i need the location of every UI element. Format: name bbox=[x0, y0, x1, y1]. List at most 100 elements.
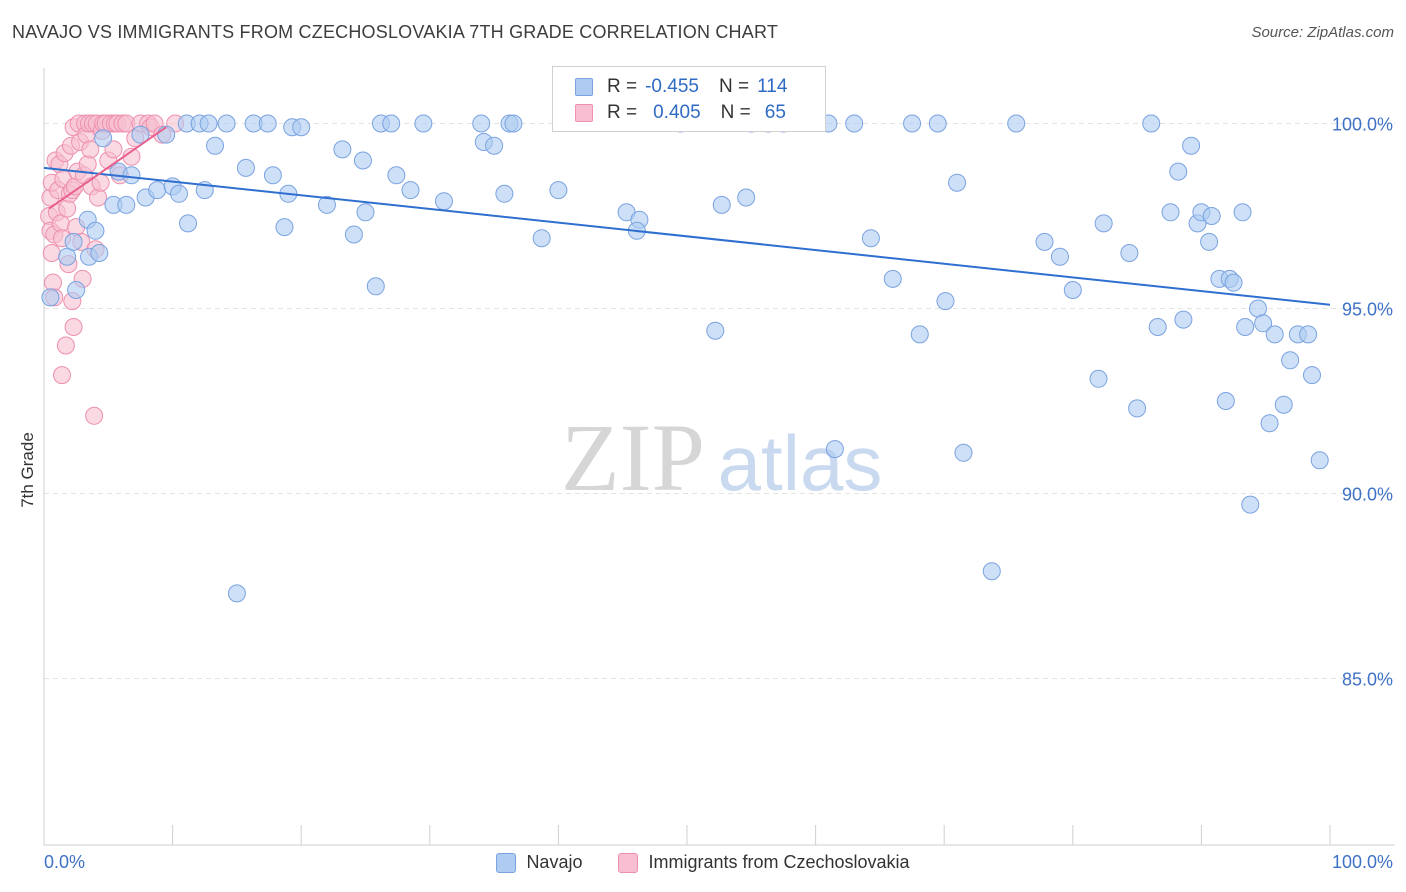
czech-point bbox=[64, 318, 83, 336]
navajo-point bbox=[1142, 114, 1161, 133]
navajo-point bbox=[122, 166, 141, 185]
navajo-point bbox=[532, 229, 551, 248]
navajo-point bbox=[1089, 369, 1108, 388]
navajo-point bbox=[1236, 318, 1255, 336]
navajo-point bbox=[131, 125, 150, 144]
navajo-point bbox=[179, 214, 198, 233]
navajo-point bbox=[90, 244, 109, 262]
navajo-point bbox=[414, 114, 433, 133]
navajo-point bbox=[344, 225, 363, 244]
legend-n-label: N = bbox=[718, 76, 750, 97]
navajo-point bbox=[401, 181, 420, 200]
navajo-point bbox=[387, 166, 406, 185]
y-tick-label: 85.0% bbox=[1342, 670, 1393, 690]
navajo-point bbox=[1233, 203, 1252, 222]
legend-label-navajo: Navajo bbox=[526, 852, 583, 872]
watermark-atlas: atlas bbox=[718, 419, 883, 507]
navajo-point bbox=[434, 192, 453, 211]
navajo-point bbox=[495, 184, 514, 203]
navajo-point bbox=[1274, 395, 1293, 414]
navajo-point bbox=[333, 140, 352, 159]
navajo-point bbox=[861, 229, 880, 248]
navajo-point bbox=[845, 114, 864, 133]
legend-item-czech[interactable]: Immigrants from Czechoslovakia bbox=[618, 852, 910, 873]
navajo-point bbox=[903, 114, 922, 133]
navajo-point bbox=[1094, 214, 1113, 233]
navajo-point bbox=[1281, 351, 1300, 370]
navajo-point bbox=[275, 218, 294, 237]
navajo-point bbox=[317, 195, 336, 214]
x-tick-label-max: 100.0% bbox=[1331, 852, 1393, 872]
navajo-point bbox=[504, 114, 523, 133]
navajo-point bbox=[948, 173, 967, 192]
navajo-point bbox=[825, 440, 844, 459]
navajo-point bbox=[1216, 392, 1235, 410]
navajo-point bbox=[64, 232, 83, 251]
navajo-point bbox=[1299, 325, 1318, 344]
navajo-point bbox=[58, 247, 77, 266]
series-legend: Navajo Immigrants from Czechoslovakia bbox=[0, 852, 1406, 873]
navajo-point bbox=[1161, 203, 1180, 222]
navajo-point bbox=[1265, 325, 1284, 344]
navajo-point bbox=[936, 292, 955, 311]
navajo-point bbox=[485, 136, 504, 155]
navajo-point bbox=[954, 443, 973, 462]
navajo-point bbox=[258, 114, 277, 133]
navajo-point bbox=[206, 136, 225, 155]
legend-r-value-navajo: -0.455 bbox=[645, 76, 699, 97]
legend-swatch-czech bbox=[618, 852, 639, 873]
czech-point bbox=[78, 155, 97, 174]
navajo-point bbox=[199, 114, 218, 133]
navajo-point bbox=[292, 118, 311, 137]
navajo-point bbox=[1063, 281, 1082, 299]
navajo-point bbox=[1241, 495, 1260, 514]
navajo-point bbox=[549, 181, 568, 200]
legend-label-czech: Immigrants from Czechoslovakia bbox=[648, 852, 910, 872]
y-tick-label: 90.0% bbox=[1342, 485, 1393, 505]
legend-item-navajo[interactable]: Navajo bbox=[496, 852, 582, 873]
czech-point bbox=[56, 336, 75, 355]
czech-point bbox=[81, 140, 100, 159]
legend-r-label: R = bbox=[607, 76, 638, 97]
navajo-point bbox=[148, 181, 167, 200]
navajo-point bbox=[1202, 207, 1221, 225]
x-tick-label-min: 0.0% bbox=[44, 852, 86, 872]
watermark-zip: ZIP bbox=[561, 404, 705, 511]
navajo-point bbox=[982, 562, 1001, 581]
y-tick-label: 100.0% bbox=[1332, 115, 1393, 135]
navajo-point bbox=[366, 277, 385, 296]
legend-swatch-navajo bbox=[575, 78, 593, 96]
trend-lines bbox=[43, 126, 1331, 306]
navajo-point bbox=[67, 281, 86, 299]
navajo-point bbox=[1120, 244, 1139, 262]
stats-legend: R = -0.455 N = 114 R = 0.405 N = 65 bbox=[552, 66, 826, 132]
navajo-point bbox=[236, 158, 255, 177]
navajo-point bbox=[1007, 114, 1026, 133]
legend-row-navajo: R = -0.455 N = 114 bbox=[575, 75, 787, 99]
navajo-point bbox=[910, 325, 929, 344]
navajo-point bbox=[227, 584, 246, 603]
series-navajo-points bbox=[41, 114, 1329, 603]
navajo-point bbox=[1128, 399, 1147, 418]
legend-row-czech: R = 0.405 N = 65 bbox=[575, 101, 786, 125]
legend-swatch-navajo bbox=[496, 852, 517, 873]
navajo-point bbox=[353, 151, 372, 170]
navajo-point bbox=[1169, 162, 1188, 181]
czech-point bbox=[58, 199, 77, 218]
trend-line-czech bbox=[48, 126, 167, 210]
czech-point bbox=[85, 406, 104, 425]
navajo-point bbox=[217, 114, 236, 133]
navajo-point bbox=[706, 321, 725, 340]
series-czechoslovakia-points bbox=[40, 114, 185, 425]
navajo-point bbox=[1260, 414, 1279, 433]
navajo-point bbox=[94, 129, 113, 148]
navajo-point bbox=[263, 166, 282, 185]
navajo-point bbox=[382, 114, 401, 133]
trend-line-navajo bbox=[43, 166, 1331, 306]
navajo-point bbox=[1035, 232, 1054, 251]
chart-title: NAVAJO VS IMMIGRANTS FROM CZECHOSLOVAKIA… bbox=[12, 22, 779, 42]
navajo-point bbox=[170, 184, 189, 203]
navajo-point bbox=[712, 195, 731, 214]
navajo-point bbox=[928, 114, 947, 133]
